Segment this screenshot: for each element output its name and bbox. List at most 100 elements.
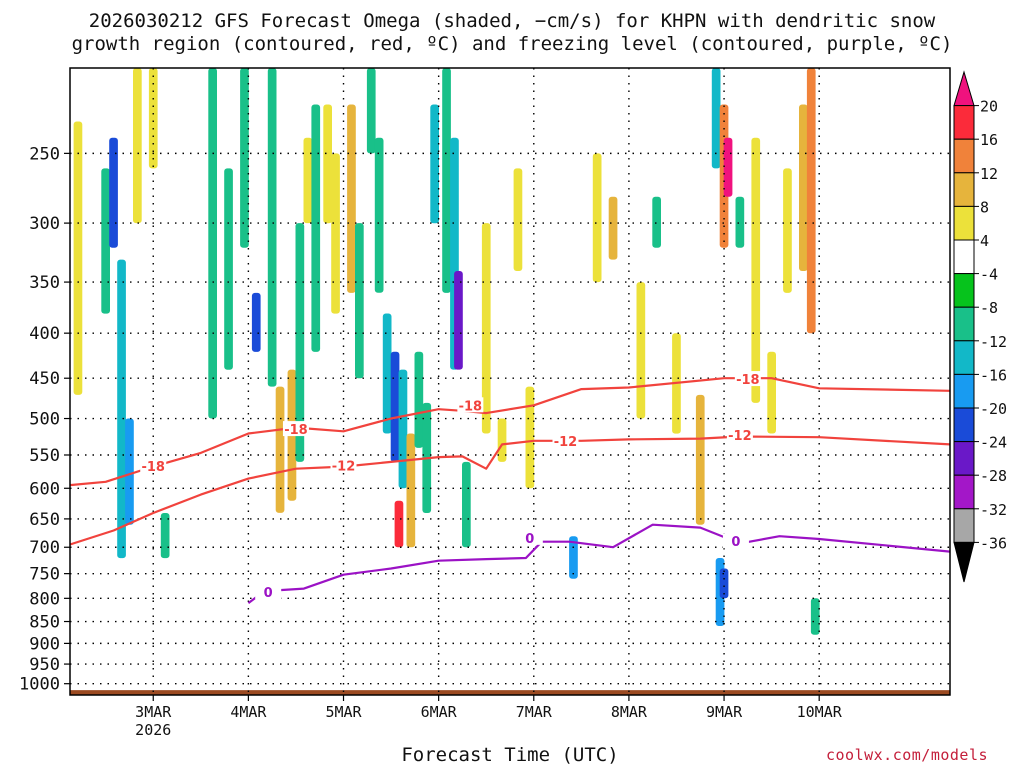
omega-cell-42 [608,196,618,260]
omega-cell-29 [414,351,424,448]
omega-cell-46 [695,394,705,525]
omega-cell-49 [723,137,733,197]
plot-frame [69,67,951,696]
x-tick-label-3MAR: 3MAR [135,703,172,721]
omega-cell-43 [636,282,646,419]
y-tick-label-1000: 1000 [19,675,60,695]
omega-cell-7 [160,513,170,559]
y-tick-label-500: 500 [29,410,60,430]
omega-cell-52 [735,196,745,248]
omega-cell-27 [398,369,408,489]
omega-cell-32 [442,68,451,293]
x-axis-title: Forecast Time (UTC) [401,744,619,766]
omega-cell-37 [497,418,507,462]
omega-cell-39 [525,386,535,489]
omega-cell-35 [462,461,471,548]
chart-title-line-1: 2026030212 GFS Forecast Omega (shaded, −… [88,10,936,32]
colorbar-swatch-3 [953,172,975,207]
colorbar-swatch-6 [953,273,975,308]
colorbar-label-13: -36 [980,534,1007,552]
omega-cell-2 [109,137,118,248]
colorbar-swatch-9 [953,373,975,409]
colorbar-label-3: 8 [980,198,989,216]
omega-cell-41 [592,153,602,283]
y-tick-label-450: 450 [29,369,60,389]
dendritic-contour-m18 [70,377,950,487]
x-tick-label-9MAR: 9MAR [706,703,743,721]
freezing-level-contour-0-label-0: 0 [264,586,273,601]
omega-cell-20 [347,104,356,293]
y-tick-label-350: 350 [29,273,60,293]
colorbar-swatch-13 [953,508,975,543]
omega-cell-23 [374,137,384,293]
colorbar-label-8: -16 [980,366,1007,384]
freezing-level-contour-0-label-2: 0 [731,535,740,550]
colorbar-swatch-bottom-arrow [953,541,975,583]
colorbar-label-12: -32 [980,501,1007,519]
colorbar-label-2: 12 [980,165,998,183]
colorbar-label-4: 4 [980,232,989,250]
omega-cell-8 [208,68,217,419]
omega-cell-38 [513,168,523,271]
omega-cell-0 [73,121,83,395]
colorbar-label-7: -12 [980,333,1007,351]
omega-cell-47 [711,68,721,169]
omega-cell-19 [331,153,340,314]
x-tick-label-8MAR: 8MAR [611,703,648,721]
colorbar-swatch-11 [953,441,975,476]
x-tick-sublabel-3MAR: 2026 [135,721,171,739]
ground-terrain [70,690,950,695]
dendritic-contour-m12-label-bg-1 [552,432,579,448]
omega-cell-6 [148,68,158,169]
dendritic-contour-m12-label-2: -12 [728,429,752,444]
omega-cell-53 [751,137,761,403]
dendritic-contour-m18-label-bg-1 [282,421,309,437]
omega-cell-5 [133,68,142,224]
y-tick-label-600: 600 [29,479,60,499]
dendritic-contour-m18-label-1: -18 [284,423,308,438]
omega-cell-24 [382,313,392,434]
dendritic-contour-m12-label-bg-2 [726,427,753,443]
y-tick-label-800: 800 [29,589,60,609]
colorbar-swatch-8 [953,340,975,375]
y-tick-label-300: 300 [29,214,60,234]
omega-cell-54 [767,351,776,434]
y-tick-label-950: 950 [29,655,60,675]
colorbar-swatch-7 [953,306,975,342]
omega-cell-34 [454,271,463,370]
omega-cell-3 [117,259,126,559]
omega-cell-18 [323,104,332,224]
dendritic-contour-m12-label-bg-0 [330,457,357,473]
omega-cell-31 [430,104,439,224]
colorbar-label-10: -24 [980,434,1007,452]
dendritic-contour-m18-label-3: -18 [736,373,760,388]
omega-cell-10 [240,68,249,248]
dendritic-contour-m18-label-bg-3 [734,371,761,387]
y-tick-label-550: 550 [29,446,60,466]
omega-cell-26 [394,500,404,548]
y-tick-label-900: 900 [29,634,60,654]
colorbar-swatch-10 [953,407,975,443]
dendritic-contour-m18-label-bg-0 [140,457,167,473]
y-tick-label-400: 400 [29,324,60,344]
omega-cell-55 [783,168,792,293]
freezing-level-contour-0-label-bg-1 [516,529,543,545]
dendritic-contour-m18-label-0: -18 [141,460,165,475]
credit-text: coolwx.com/models [826,746,989,764]
x-tick-label-10MAR: 10MAR [797,703,843,721]
omega-cell-13 [275,386,285,513]
x-tick-label-6MAR: 6MAR [421,703,458,721]
omega-cell-21 [355,223,364,379]
omega-cell-58 [810,598,820,635]
omega-cell-9 [224,168,233,370]
omega-cell-15 [295,223,305,462]
omega-cell-12 [267,68,277,387]
omega-cell-1 [101,168,110,314]
colorbar-swatch-1 [953,105,975,140]
omega-cell-51 [719,568,729,599]
colorbar-label-5: -4 [980,266,998,284]
omega-cell-57 [806,68,816,334]
y-tick-label-850: 850 [29,613,60,633]
colorbar-label-0: 20 [980,98,998,116]
omega-cell-56 [799,104,808,271]
